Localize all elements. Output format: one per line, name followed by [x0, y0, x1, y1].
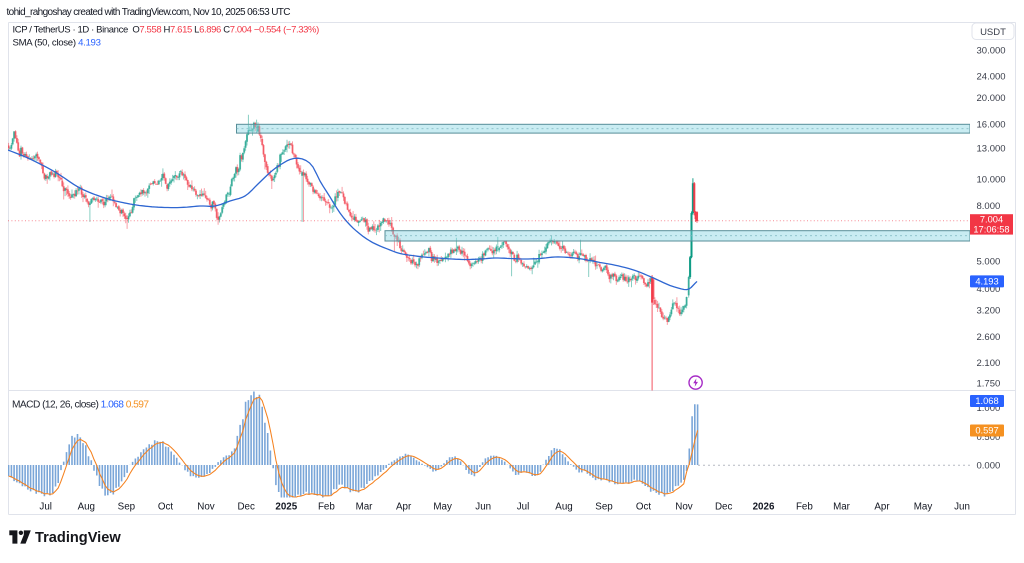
svg-text:30.000: 30.000	[977, 45, 1006, 56]
svg-text:tohid_rahgoshay created with T: tohid_rahgoshay created with TradingView…	[7, 7, 291, 18]
svg-text:3.200: 3.200	[977, 305, 1001, 316]
svg-text:2.600: 2.600	[977, 332, 1001, 343]
svg-text:0.000: 0.000	[977, 461, 1001, 472]
svg-text:10.000: 10.000	[977, 174, 1006, 185]
svg-text:2025: 2025	[275, 501, 297, 512]
svg-text:5.000: 5.000	[977, 256, 1001, 267]
svg-text:Jul: Jul	[517, 501, 530, 512]
svg-text:May: May	[433, 501, 452, 512]
svg-text:2026: 2026	[753, 501, 775, 512]
svg-text:Aug: Aug	[78, 501, 95, 512]
svg-text:17:06:58: 17:06:58	[973, 224, 1009, 234]
svg-text:TradingView: TradingView	[35, 530, 121, 546]
svg-text:4.000: 4.000	[977, 284, 1001, 295]
svg-text:Dec: Dec	[715, 501, 733, 512]
svg-text:0.500: 0.500	[977, 432, 1001, 443]
svg-text:1.068: 1.068	[975, 396, 998, 406]
svg-text:Feb: Feb	[318, 501, 335, 512]
svg-text:2.100: 2.100	[977, 358, 1001, 369]
svg-text:USDT: USDT	[980, 27, 1006, 38]
svg-text:MACD (12, 26, close) 1.068 0.5: MACD (12, 26, close) 1.068 0.597	[12, 400, 149, 411]
svg-text:Sep: Sep	[595, 501, 613, 512]
svg-text:Apr: Apr	[396, 501, 412, 512]
svg-text:Mar: Mar	[833, 501, 851, 512]
svg-text:Jul: Jul	[39, 501, 52, 512]
svg-text:1.000: 1.000	[977, 403, 1001, 414]
svg-text:1.750: 1.750	[977, 378, 1001, 389]
svg-text:ICP / TetherUS · 1D · Binance: ICP / TetherUS · 1D · Binance O7.558 H7.…	[13, 25, 320, 36]
svg-text:Nov: Nov	[197, 501, 215, 512]
svg-text:Dec: Dec	[237, 501, 255, 512]
svg-text:Oct: Oct	[636, 501, 652, 512]
svg-text:20.000: 20.000	[977, 93, 1006, 104]
svg-text:24.000: 24.000	[977, 71, 1006, 82]
svg-text:Jun: Jun	[475, 501, 491, 512]
svg-text:7.004: 7.004	[980, 215, 1003, 225]
svg-text:May: May	[914, 501, 933, 512]
svg-text:16.000: 16.000	[977, 119, 1006, 130]
svg-text:Mar: Mar	[356, 501, 374, 512]
svg-text:0.597: 0.597	[975, 426, 998, 436]
svg-text:8.000: 8.000	[977, 201, 1001, 212]
svg-text:Aug: Aug	[555, 501, 572, 512]
svg-text:Oct: Oct	[158, 501, 174, 512]
svg-text:SMA (50, close) 4.193: SMA (50, close) 4.193	[13, 37, 101, 48]
svg-text:Feb: Feb	[796, 501, 813, 512]
svg-text:Nov: Nov	[675, 501, 693, 512]
svg-text:Jun: Jun	[954, 501, 970, 512]
svg-text:Sep: Sep	[118, 501, 136, 512]
svg-text:Apr: Apr	[874, 501, 890, 512]
svg-text:13.000: 13.000	[977, 143, 1006, 154]
svg-text:4.193: 4.193	[975, 277, 998, 287]
